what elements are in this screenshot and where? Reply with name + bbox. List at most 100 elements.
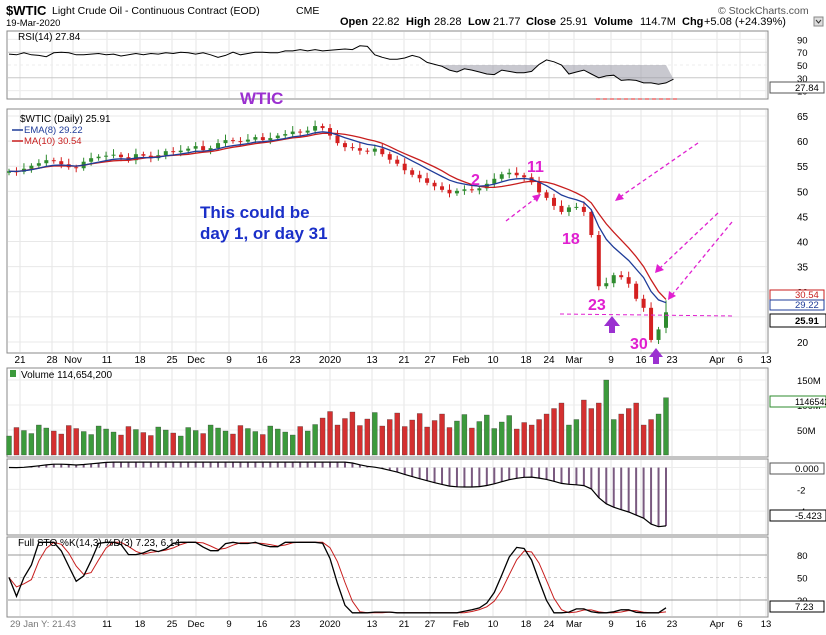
volume-bar bbox=[476, 421, 483, 456]
count-23: 23 bbox=[588, 297, 606, 314]
candle-body bbox=[552, 197, 557, 206]
volume-bar bbox=[304, 430, 311, 456]
date-tick-label: 9 bbox=[226, 355, 232, 366]
candle-body bbox=[664, 312, 668, 328]
volume-bar bbox=[514, 428, 520, 456]
arrowhead-icon bbox=[655, 264, 664, 273]
annotation-line-1: This could be bbox=[200, 203, 310, 222]
date-tick-label: Feb bbox=[452, 355, 470, 366]
volume-bar bbox=[521, 422, 527, 456]
candle-body bbox=[596, 235, 601, 287]
price-legend-symbol: $WTIC (Daily) 25.91 bbox=[20, 114, 111, 125]
candle-body bbox=[507, 172, 512, 175]
candle-body bbox=[469, 189, 474, 191]
date-tick-label: 21 bbox=[398, 355, 410, 366]
date-tick-label: 25 bbox=[166, 355, 178, 366]
candle-body bbox=[395, 159, 400, 164]
candle-body bbox=[626, 277, 631, 284]
candle-body bbox=[357, 148, 362, 151]
candle-body bbox=[604, 283, 609, 287]
candle-body bbox=[163, 151, 168, 156]
candle-body bbox=[522, 175, 527, 178]
purple-up-arrows bbox=[604, 316, 663, 364]
volume-bar bbox=[319, 417, 326, 456]
candle-body bbox=[499, 174, 504, 179]
candle-body bbox=[417, 174, 422, 179]
open-value: 22.82 bbox=[372, 16, 400, 28]
candle-body bbox=[372, 148, 377, 152]
volume-bar bbox=[611, 419, 617, 456]
date-tick-label: 10 bbox=[487, 355, 499, 366]
date-tick-label: 23 bbox=[666, 355, 678, 366]
volume-bar bbox=[185, 427, 191, 456]
volume-bar bbox=[655, 413, 662, 456]
count-11: 11 bbox=[527, 159, 544, 176]
candle-body bbox=[51, 160, 56, 162]
volume-badge: 114654200 bbox=[795, 397, 826, 407]
candle-body bbox=[193, 146, 198, 149]
bottom-date-label: 29 Jan Y: 21.43 bbox=[10, 619, 76, 630]
volume-bar bbox=[207, 424, 214, 456]
candle-body bbox=[118, 154, 123, 158]
date-tick-label: 27 bbox=[424, 355, 436, 366]
arrow-to-11 bbox=[505, 197, 537, 222]
arrow-heads bbox=[532, 193, 676, 300]
volume-bar bbox=[536, 419, 542, 456]
stoch-label: Full STO %K(14,3) %D(3) 7.23, 6.14 bbox=[18, 538, 181, 549]
volume-bar bbox=[215, 427, 221, 456]
high-value: 28.28 bbox=[434, 16, 462, 28]
candle-body bbox=[634, 283, 639, 299]
volume-bar bbox=[200, 433, 206, 456]
candle-body bbox=[380, 148, 385, 155]
ema-badge: 29.22 bbox=[795, 300, 819, 311]
volume-bar bbox=[245, 428, 251, 456]
candle-body bbox=[619, 275, 624, 278]
price-series bbox=[7, 120, 668, 344]
price-tick-label: 65 bbox=[797, 112, 809, 123]
volume-bar bbox=[573, 419, 580, 456]
volume-bar bbox=[439, 413, 445, 456]
high-label: High bbox=[406, 16, 431, 28]
volume-bar bbox=[148, 435, 154, 456]
volume-bar bbox=[334, 424, 341, 456]
bottom-date-label: 10 bbox=[488, 619, 499, 630]
bottom-date-label: 16 bbox=[636, 619, 647, 630]
candle-body bbox=[514, 172, 519, 176]
count-30: 30 bbox=[630, 336, 648, 353]
bottom-date-label: 11 bbox=[102, 619, 112, 630]
collapse-icon[interactable] bbox=[813, 16, 824, 27]
volume-bar bbox=[58, 433, 64, 456]
bottom-date-label: 23 bbox=[290, 619, 301, 630]
volume-bar bbox=[51, 430, 57, 456]
volume-bar bbox=[140, 432, 147, 456]
candle-body bbox=[96, 156, 101, 159]
candle-body bbox=[238, 141, 243, 143]
volume-bar bbox=[499, 421, 505, 456]
candle-body bbox=[581, 206, 586, 212]
count-18: 18 bbox=[562, 231, 580, 248]
copyright: © StockCharts.com bbox=[718, 5, 809, 17]
volume-bar bbox=[312, 424, 318, 456]
volume-bar bbox=[103, 428, 109, 456]
date-tick-label: 9 bbox=[608, 355, 614, 366]
volume-bar bbox=[222, 430, 229, 456]
candle-body bbox=[283, 134, 288, 136]
volume-bar bbox=[484, 414, 490, 456]
stoch-k-line bbox=[8, 541, 667, 614]
volume-bar bbox=[461, 414, 468, 456]
date-tick-label: 6 bbox=[737, 355, 743, 366]
volume-bar bbox=[282, 431, 288, 456]
price-tick-label: 35 bbox=[797, 263, 809, 274]
volume-bar bbox=[357, 425, 363, 456]
candle-body bbox=[59, 161, 64, 165]
ema-legend: EMA(8) 29.22 bbox=[24, 125, 83, 136]
volume-bar bbox=[342, 418, 348, 456]
candle-body bbox=[44, 160, 49, 164]
candle-body bbox=[208, 148, 213, 151]
stoch-badge: 7.23 bbox=[795, 602, 814, 613]
volume-bar bbox=[28, 433, 35, 456]
low-value: 21.77 bbox=[493, 16, 521, 28]
candle-body bbox=[477, 188, 482, 191]
volume-bar bbox=[603, 379, 609, 456]
